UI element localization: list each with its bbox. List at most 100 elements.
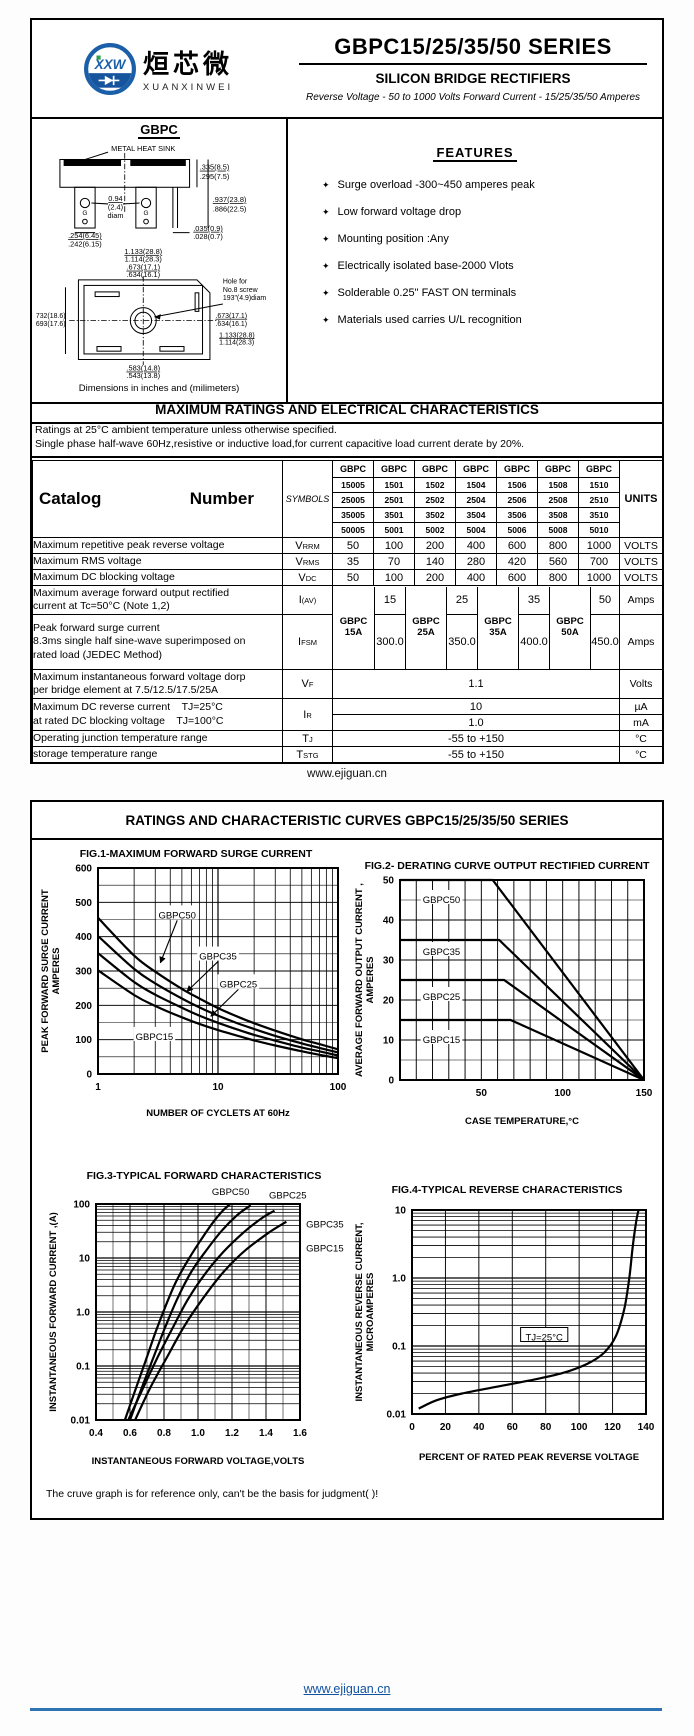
catalog-row: 50005 5001 5002 5004 5006 5008 5010 (33, 522, 663, 538)
figure-1-title: FIG.1-MAXIMUM FORWARD SURGE CURRENT (79, 848, 313, 860)
table-row-vrms: Maximum RMS voltage VRMS 35 70 140 280 420 56… (32, 553, 663, 570)
feature-item: ✦ Surge overload -300~450 amperes peak (322, 179, 535, 191)
x-tick-label: 60 (507, 1422, 519, 1433)
annotation-box (420, 890, 463, 904)
ratings-note-1: Ratings at 25°C ambient temperature unle… (35, 424, 337, 436)
y-tick-label: 0.01 (387, 1410, 407, 1421)
bullet-icon: ✦ (322, 287, 330, 298)
ratings-note-2: Single phase half-wave 60Hz,resistive or… (35, 437, 525, 450)
figure-4: FIG.4-TYPICAL REVERSE CHARACTERISTICS 0 2… (354, 1184, 660, 1468)
x-axis-label: NUMBER OF CYCLETS AT 60Hz (146, 1108, 290, 1119)
middle-section: GBPC (32, 117, 662, 404)
dim-label: .583(14.8) (126, 364, 160, 373)
gbpc-header: GBPC (537, 460, 579, 478)
features-title: FEATURES (288, 145, 662, 162)
series-GBPC50 (123, 1203, 232, 1421)
bullet-icon: ✦ (322, 260, 330, 271)
logo-icon: XXW (83, 42, 136, 95)
feature-text: Mounting position :Any (337, 233, 449, 245)
page-title: GBPC15/25/35/50 SERIES (334, 34, 612, 59)
x-axis-label: CASE TEMPERATURE,°C (465, 1116, 579, 1127)
series-label: GBPC50 (158, 910, 196, 921)
dim-label: .673(17.1) (126, 263, 160, 272)
chart-fig1: 1 10 100 0 100 200 300 400 500 600 NUMBER OF CYCLE… (40, 864, 347, 1120)
series-label: GBPC50 (423, 895, 461, 906)
feature-item: ✦ Low forward voltage drop (322, 206, 535, 218)
y-tick-label: 1.0 (392, 1274, 406, 1285)
series-GBPC35 (127, 1209, 276, 1421)
feature-text: Surge overload -300~450 amperes peak (337, 179, 535, 191)
annotation-leader (159, 920, 178, 964)
website-link[interactable]: www.ejiguan.cn (303, 1682, 391, 1696)
annotation-box (197, 946, 239, 961)
y-tick-label: 10 (383, 1036, 395, 1047)
x-tick-label: 20 (440, 1422, 452, 1433)
figure-2: FIG.2- DERATING CURVE OUTPUT RECTIFIED C… (354, 860, 660, 1132)
dim-label: 1.114(28.3) (219, 340, 254, 347)
y-tick-label: 50 (383, 876, 395, 887)
y-tick-label: 1.0 (76, 1308, 90, 1319)
dim-label: 1.133(28.8) (124, 247, 162, 256)
x-tick-label: 1 (95, 1082, 101, 1093)
dim-label: 1.133(28.8) (219, 332, 254, 339)
annotation-leader (210, 988, 239, 1017)
y-tick-label: 100 (75, 1035, 92, 1046)
y-tick-label: 0 (388, 1076, 394, 1087)
dim-label: .543(13.8) (126, 371, 160, 380)
y-tick-label: 200 (75, 1001, 92, 1012)
y-tick-label: 0.1 (392, 1342, 406, 1353)
series-GBPC50 (400, 878, 645, 1081)
x-tick-label: 100 (330, 1082, 347, 1093)
dim-label: diam (107, 211, 123, 220)
series-label: TJ=25°C (526, 1333, 563, 1344)
annotation-box (420, 1030, 463, 1044)
dim-label: 193"(4.9)diam (223, 295, 267, 302)
datasheet-page-2: RATINGS AND CHARACTERISTIC CURVES GBPC15… (30, 800, 664, 1520)
website-link[interactable]: www.ejiguan.cn (307, 768, 387, 780)
dim-label: .035(0.9) (193, 224, 223, 233)
feature-text: Low forward voltage drop (337, 206, 462, 218)
dim-label: .254(6.45) (68, 231, 102, 240)
feature-item: ✦ Solderable 0.25" FAST ON terminals (322, 287, 535, 299)
y-tick-label: 500 (75, 898, 92, 909)
y-axis-label: AVERAGE FORWARD OUTPUT CURRENT ,AMPERES (354, 883, 376, 1077)
series-label: GBPC35 (199, 952, 237, 963)
series-GBPC35 (400, 938, 645, 1081)
x-tick-label: 0.8 (157, 1428, 171, 1439)
bullet-icon: ✦ (322, 233, 330, 244)
table-row-vdc: Maximum DC blocking voltage VDC 50 100 200… (32, 569, 663, 586)
x-axis-label: INSTANTANEOUS FORWARD VOLTAGE,VOLTS (92, 1456, 305, 1467)
gbpc-header: GBPC (332, 460, 374, 478)
x-tick-label: 0.6 (123, 1428, 137, 1439)
y-tick-label: 10 (79, 1254, 91, 1265)
x-tick-label: 1.6 (293, 1428, 307, 1439)
current-value-block: GBPC 15A 15 300.0 GBPC 25A 25 350.0 GBPC 35… (332, 585, 620, 670)
header: XXW 烜芯微 XUANXINWEI GBPC15/25/35/50 SERIE… (32, 20, 662, 119)
catalog-row: 35005 3501 3502 3504 3506 3508 3510 (33, 507, 663, 523)
y-tick-label: 300 (75, 967, 92, 978)
bullet-icon: ✦ (322, 179, 330, 190)
table-row-tj: Operating junction temperature range TJ … (32, 730, 663, 747)
bullet-icon: ✦ (322, 206, 330, 217)
title-rule (299, 63, 647, 65)
ratings-notes: Ratings at 25°C ambient temperature unle… (32, 424, 662, 458)
catalog-number-header: Catalog Number (32, 460, 283, 538)
series-GBPC25 (97, 952, 339, 1057)
dim-label: 1.114(28.3) (125, 254, 162, 263)
series-label: GBPC50 (212, 1187, 250, 1198)
series-label: GBPC15 (423, 1035, 461, 1046)
gbpc-header: GBPC (578, 460, 620, 478)
dim-label: No.8 screw (223, 287, 259, 294)
catalog-row: 25005 2501 2502 2504 2506 2508 2510 (33, 492, 663, 508)
bullet-icon: ✦ (322, 314, 330, 325)
logo-monogram: XXW (94, 57, 127, 72)
y-tick-label: 0.1 (76, 1362, 90, 1373)
features-list: ✦ Surge overload -300~450 amperes peak ✦ L… (322, 179, 535, 341)
curves-title: RATINGS AND CHARACTERISTIC CURVES GBPC15… (32, 802, 662, 840)
package-caption: Dimensions in inches and (milimeters) (78, 383, 240, 394)
gbpc-header: GBPC (455, 460, 497, 478)
dim-label: 732(18.6) (36, 313, 66, 320)
x-tick-label: 0 (409, 1422, 415, 1433)
title-block: GBPC15/25/35/50 SERIES SILICON BRIDGE RE… (284, 34, 662, 103)
series-GBPC15 (134, 1220, 287, 1421)
